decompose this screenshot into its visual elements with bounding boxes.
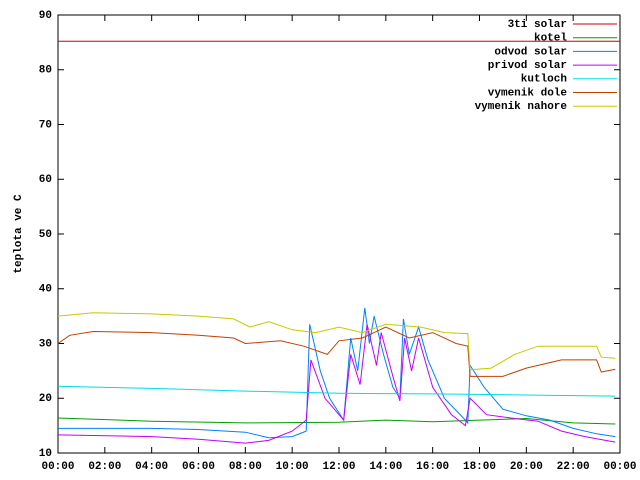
- y-tick-label: 80: [39, 65, 52, 77]
- y-tick-label: 40: [39, 284, 52, 296]
- series-line: [57, 312, 616, 371]
- legend-label: privod solar: [488, 60, 567, 72]
- legend-label: 3ti solar: [508, 19, 567, 31]
- x-tick-label: 06:00: [182, 461, 215, 473]
- legend-label: odvod solar: [494, 46, 567, 58]
- x-tick-label: 18:00: [463, 461, 496, 473]
- x-tick-label: 16:00: [416, 461, 449, 473]
- series-line: [58, 307, 616, 439]
- x-tick-label: 00:00: [41, 461, 74, 473]
- legend-label: kotel: [534, 33, 567, 45]
- x-tick-label: 20:00: [510, 461, 543, 473]
- y-tick-label: 20: [39, 393, 52, 405]
- legend-label: vymenik nahore: [475, 101, 568, 113]
- series-line: [57, 324, 616, 444]
- series-line: [57, 385, 616, 397]
- legend-label: kutloch: [521, 74, 567, 86]
- y-tick-label: 50: [39, 229, 52, 241]
- x-tick-label: 08:00: [229, 461, 262, 473]
- x-tick-label: 22:00: [557, 461, 590, 473]
- y-tick-label: 60: [39, 174, 52, 186]
- series-line: [57, 326, 616, 377]
- y-tick-label: 70: [39, 119, 52, 131]
- y-axis-label: teplota ve C: [13, 194, 25, 274]
- legend-label: vymenik dole: [488, 87, 568, 99]
- x-tick-label: 12:00: [322, 461, 355, 473]
- x-tick-label: 00:00: [603, 461, 636, 473]
- y-tick-label: 30: [39, 338, 52, 350]
- x-tick-label: 04:00: [135, 461, 168, 473]
- x-tick-label: 02:00: [88, 461, 121, 473]
- x-tick-label: 10:00: [276, 461, 309, 473]
- y-tick-label: 10: [39, 448, 52, 460]
- series-line: [57, 417, 616, 425]
- x-tick-label: 14:00: [369, 461, 402, 473]
- y-tick-label: 90: [39, 10, 52, 22]
